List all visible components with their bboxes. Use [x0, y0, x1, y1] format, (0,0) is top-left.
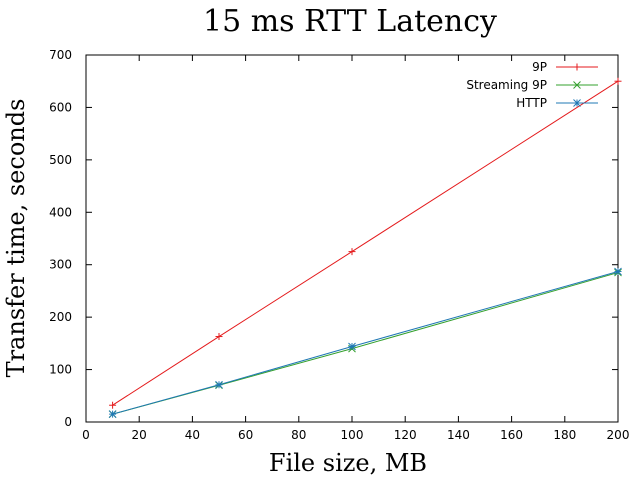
x-tick-label: 20: [132, 428, 147, 442]
legend-entry: HTTP: [516, 96, 598, 110]
data-point: [348, 342, 356, 351]
series-line: [112, 80, 619, 406]
data-point: [108, 410, 117, 418]
x-tick-label: 40: [185, 428, 200, 442]
x-tick-label: 0: [82, 428, 90, 442]
data-point: [215, 333, 223, 341]
y-tick-label: 500: [49, 153, 72, 167]
x-axis-label: File size, MB: [269, 449, 427, 477]
series-layer: [108, 77, 622, 418]
legend-entry: Streaming 9P: [466, 78, 598, 92]
y-tick-label: 100: [49, 363, 72, 377]
legend-label: 9P: [532, 60, 547, 74]
x-tick-label: 140: [447, 428, 470, 442]
series-streaming-9p: [108, 268, 622, 418]
series-line: [112, 271, 619, 415]
x-tick-label: 160: [500, 428, 523, 442]
legend-marker: [573, 63, 581, 71]
y-tick-label: 400: [49, 205, 72, 219]
axis-ticks: 0 20 40 60 80 100 120 140 160 180 200 0 100 200 300 400…: [49, 48, 629, 442]
legend-entry: 9P: [532, 60, 598, 74]
data-point: [614, 267, 622, 276]
y-tick-label: 200: [49, 310, 72, 324]
y-tick-label: 300: [49, 258, 72, 272]
x-tick-label: 60: [238, 428, 253, 442]
x-tick-label: 180: [553, 428, 576, 442]
legend-label: Streaming 9P: [466, 78, 547, 92]
x-tick-label: 100: [341, 428, 364, 442]
plot-frame: [85, 54, 619, 423]
x-tick-label: 80: [291, 428, 306, 442]
y-axis-label: Transfer time, seconds: [2, 99, 30, 378]
data-point: [109, 401, 117, 409]
y-tick-label: 700: [49, 48, 72, 62]
legend-marker: [573, 99, 581, 107]
y-tick-label: 600: [49, 100, 72, 114]
data-point: [215, 380, 223, 389]
legend: 9P Streaming 9P HTTP: [466, 60, 598, 110]
chart-title: 15 ms RTT Latency: [203, 4, 497, 39]
data-point: [614, 77, 622, 85]
y-tick-label: 0: [64, 415, 72, 429]
series-9p: [109, 77, 622, 409]
x-tick-label: 200: [607, 428, 630, 442]
x-tick-label: 120: [394, 428, 417, 442]
data-point: [348, 248, 356, 256]
legend-label: HTTP: [516, 96, 547, 110]
legend-marker: [573, 81, 581, 89]
series-http: [108, 267, 622, 418]
